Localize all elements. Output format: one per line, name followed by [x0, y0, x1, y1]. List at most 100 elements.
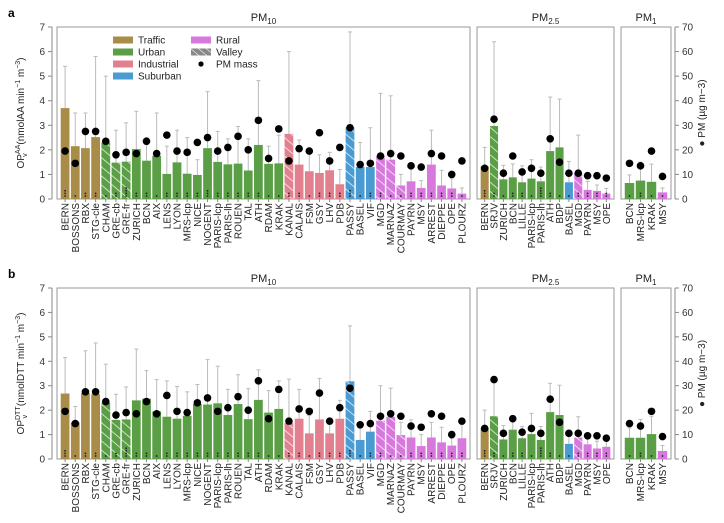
site-GRE-fr: GRE-fr — [122, 122, 133, 234]
significance-dot — [64, 449, 66, 452]
x-tick-label: LHV — [325, 463, 336, 483]
pm-mass-dot — [574, 169, 583, 177]
site-LENS: LENS — [162, 380, 173, 489]
pm-mass-dot — [315, 128, 324, 137]
significance-dot — [493, 192, 495, 195]
significance-dot — [206, 455, 209, 457]
x-tick-label: BERN — [61, 463, 72, 491]
site-STG-cle: STG-cle — [91, 342, 102, 500]
significance-dot — [237, 455, 239, 457]
significance-dot — [338, 192, 341, 195]
group-title-main: PM — [532, 12, 549, 24]
bar — [583, 189, 592, 199]
site-PASSY: PASSY — [345, 31, 356, 236]
significance-dot — [389, 195, 392, 197]
bar — [233, 404, 243, 459]
significance-dot — [410, 452, 412, 455]
bar — [223, 415, 233, 459]
site-ATH: ATH — [254, 369, 265, 482]
legend-label: Traffic — [138, 36, 165, 47]
legend-swatch — [113, 48, 133, 56]
x-tick-label: PASSY — [345, 203, 356, 236]
site-OPE: OPE — [602, 174, 613, 224]
x-tick-label: ZURICH — [132, 463, 143, 501]
significance-dot — [521, 192, 524, 195]
significance-dot — [104, 455, 107, 457]
site-SRJV: SRJV — [490, 41, 501, 229]
pm-mass-dot — [537, 429, 545, 438]
pm-mass-dot — [397, 412, 405, 421]
bar — [131, 149, 141, 199]
significance-dot — [206, 189, 209, 192]
pm-mass-dot — [636, 422, 645, 430]
legend-dot-icon — [198, 61, 204, 67]
bar-hatch — [345, 127, 355, 199]
x-tick-label: BCN — [625, 203, 636, 224]
site-GRE-cb: GRE-cb — [111, 393, 122, 499]
pm-mass-dot — [527, 164, 536, 173]
significance-dot — [298, 452, 301, 455]
site-ATH: ATH — [546, 96, 557, 222]
y2-tick-label: 40 — [682, 96, 694, 107]
significance-dot — [539, 189, 542, 192]
x-tick-label: LILLE — [518, 203, 529, 229]
x-tick-label: MRS-lcp — [183, 463, 194, 502]
pm-mass-dot — [122, 148, 130, 157]
significance-dot — [359, 455, 362, 457]
pm-mass-dot — [658, 172, 667, 181]
pm-mass-dot — [458, 417, 466, 425]
bar — [203, 404, 212, 459]
pm-mass-dot — [91, 388, 100, 396]
site-FSM: FSM — [305, 147, 316, 224]
pm-mass-dot — [163, 391, 171, 400]
bar — [192, 174, 202, 199]
significance-dot — [145, 452, 148, 455]
x-tick-label: COURMAY — [396, 463, 407, 514]
y2-tick-label: 40 — [682, 357, 694, 368]
pm-mass-dot — [152, 410, 161, 418]
x-tick-label: BASEL — [564, 463, 575, 496]
y-tick-label: 2 — [39, 406, 45, 417]
significance-dot — [176, 455, 178, 457]
site-OPE: OPE — [447, 170, 458, 224]
significance-dot — [483, 195, 486, 197]
significance-dot — [338, 195, 341, 197]
bar — [315, 172, 324, 199]
pm-mass-dot — [366, 159, 375, 168]
bar — [508, 177, 517, 199]
site-PARIS-lcp: PARIS-lcp — [213, 130, 224, 248]
x-tick-label: PLOURZ — [457, 203, 468, 244]
y-axis-label-part: −3 — [15, 61, 22, 69]
x-tick-label: MRS-lcp — [636, 463, 647, 502]
bar — [555, 415, 564, 459]
pm-mass-dot — [356, 421, 364, 429]
significance-dot — [539, 452, 542, 455]
significance-dot — [639, 195, 642, 197]
site-MRS-lcp: MRS-lcp — [635, 161, 647, 241]
group-frame — [620, 287, 672, 460]
site-PLOURZ: PLOURZ — [457, 157, 468, 244]
pm-mass-dot — [427, 149, 436, 158]
significance-dot — [125, 452, 128, 455]
significance-dot — [661, 195, 664, 197]
pm-mass-dot — [336, 143, 344, 152]
significance-dot — [410, 195, 412, 197]
significance-dot — [94, 195, 97, 197]
significance-dot — [64, 455, 66, 457]
significance-dot — [369, 192, 372, 195]
significance-dot — [115, 195, 117, 197]
group-frame — [620, 26, 672, 200]
site-BCN: BCN — [624, 419, 636, 484]
x-tick-label: ATH — [254, 203, 265, 222]
bar — [508, 429, 517, 459]
x-tick-label: KANAL — [284, 203, 295, 236]
site-BCN: BCN — [508, 152, 519, 224]
significance-dot — [483, 449, 486, 452]
significance-dot — [349, 455, 351, 457]
y2-tick-label: 30 — [682, 381, 694, 392]
significance-dot — [288, 195, 290, 197]
pm-mass-dot — [565, 169, 573, 177]
x-tick-label: MSY — [417, 463, 428, 485]
x-tick-label: OPE — [602, 203, 613, 224]
